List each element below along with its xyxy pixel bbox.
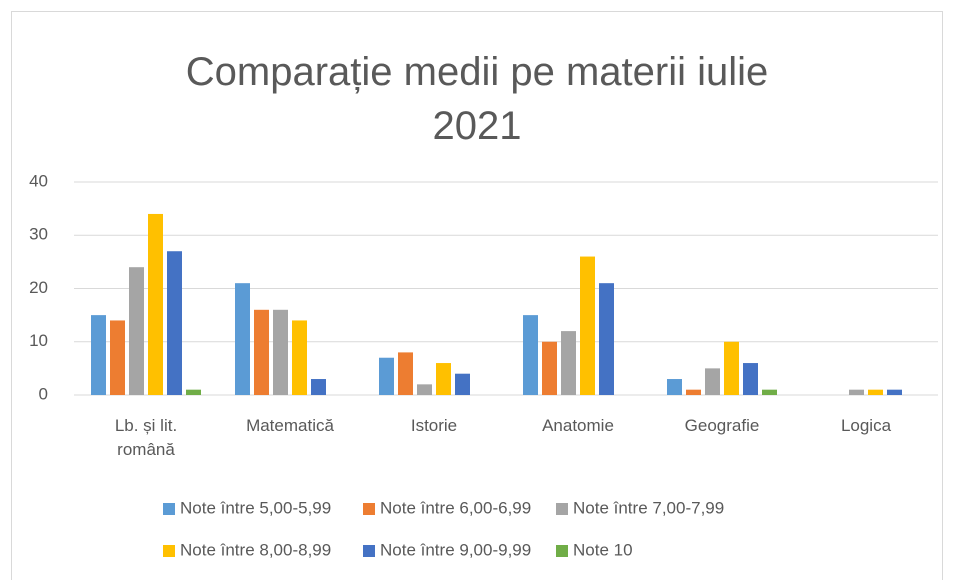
bar (455, 373, 470, 395)
x-tick-label: Matematică (246, 416, 334, 435)
bar (868, 389, 883, 395)
bar (542, 341, 557, 395)
bar (235, 283, 250, 395)
bar (398, 352, 413, 395)
bar (186, 389, 201, 395)
y-tick-label: 30 (29, 225, 48, 244)
y-tick-label: 40 (29, 171, 48, 190)
bar (705, 368, 720, 395)
x-tick-label: Geografie (685, 416, 760, 435)
bar (311, 379, 326, 395)
bar (167, 251, 182, 395)
bar (129, 267, 144, 395)
legend-label: Note între 9,00-9,99 (380, 540, 531, 559)
x-tick-label: Logica (841, 416, 892, 435)
bar (599, 283, 614, 395)
bar (91, 315, 106, 395)
legend-label: Note între 5,00-5,99 (180, 498, 331, 517)
bar (743, 363, 758, 395)
y-tick-label: 10 (29, 331, 48, 350)
legend-swatch (556, 545, 568, 557)
chart-title: Comparație medii pe materii iulie 2021 (186, 50, 768, 148)
legend-swatch (163, 545, 175, 557)
bar (762, 389, 777, 395)
bar (417, 384, 432, 395)
legend-label: Note 10 (573, 540, 633, 559)
legend-label: Note între 8,00-8,99 (180, 540, 331, 559)
bar (273, 309, 288, 395)
legend-swatch (163, 503, 175, 515)
bar (110, 320, 125, 395)
x-tick-label: Anatomie (542, 416, 614, 435)
legend-label: Note între 7,00-7,99 (573, 498, 724, 517)
bar (849, 389, 864, 395)
x-tick-label: Istorie (411, 416, 457, 435)
bar (148, 213, 163, 395)
bar (667, 379, 682, 395)
bar (887, 389, 902, 395)
bar (580, 256, 595, 395)
legend-swatch (363, 545, 375, 557)
x-tick-label: Lb. și lit. română (115, 416, 177, 459)
legend-swatch (556, 503, 568, 515)
bar (724, 341, 739, 395)
bar (523, 315, 538, 395)
bar (254, 309, 269, 395)
legend-label: Note între 6,00-6,99 (380, 498, 531, 517)
bar (292, 320, 307, 395)
y-tick-label: 20 (29, 278, 48, 297)
legend-swatch (363, 503, 375, 515)
y-tick-label: 0 (39, 384, 48, 403)
bar (686, 389, 701, 395)
bar (379, 357, 394, 395)
bar (561, 331, 576, 395)
bar (436, 363, 451, 395)
chart-frame (11, 11, 943, 580)
